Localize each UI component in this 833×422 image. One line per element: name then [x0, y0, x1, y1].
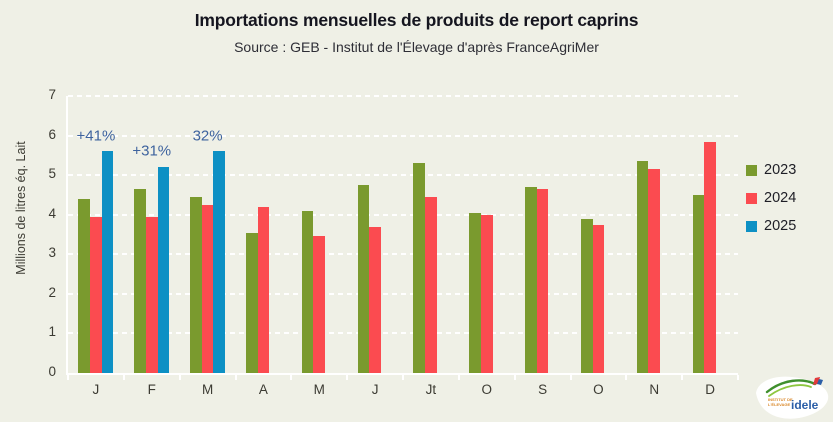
bar-2023-M: [301, 210, 314, 373]
gridline-2: [68, 292, 738, 295]
bar-2023-O: [580, 218, 593, 373]
legend-label: 2024: [764, 190, 797, 206]
gridline-4: [68, 213, 738, 216]
legend-item-2025: 2025: [746, 212, 796, 240]
x-tick-label-month: S: [538, 382, 548, 397]
x-axis-tick: [67, 375, 69, 380]
y-tick-label: 5: [48, 166, 56, 182]
chart-title: Importations mensuelles de produits de r…: [194, 10, 639, 30]
legend-item-2023: 2023: [746, 156, 796, 184]
x-tick-label-month: F: [147, 382, 156, 397]
x-tick-label-month: N: [649, 382, 660, 397]
bar-2024-O: [480, 214, 493, 373]
logo-text-small-2: L'ÉLEVAGE: [768, 402, 791, 407]
logo-flag-blue: [817, 379, 823, 385]
y-tick-label: 2: [48, 284, 56, 300]
bar-2024-M: [313, 236, 326, 373]
x-tick-label-month: O: [593, 382, 604, 397]
gridline-5: [68, 174, 738, 177]
legend-item-2024: 2024: [746, 184, 796, 212]
logo-swoosh-light: [768, 384, 812, 397]
x-axis-tick: [681, 375, 684, 380]
x-tick-label-month: J: [371, 382, 379, 397]
x-tick-label-month: Jt: [425, 382, 437, 397]
bar-2024-N: [648, 169, 661, 373]
bar-2023-O: [469, 212, 481, 373]
x-axis-tick: [737, 375, 739, 380]
y-tick-label: 0: [48, 364, 56, 379]
bar-2023-M: [190, 196, 202, 373]
gridline-7: [68, 95, 738, 97]
x-tick-label-month: D: [705, 382, 715, 397]
bar-2023-F: [134, 188, 146, 373]
bar-2024-A: [257, 206, 270, 373]
y-tick-label: 7: [48, 87, 56, 102]
gridline-6: [68, 134, 738, 137]
y-tick-label: 6: [48, 126, 56, 142]
x-axis-tick: [457, 375, 460, 380]
y-tick-label: 1: [48, 324, 56, 340]
x-tick-label-month: J: [92, 382, 100, 397]
x-axis-tick: [402, 375, 404, 380]
plot-area: 0 1 2 3 4 5 6 7 J F M A M J Jt O S O N D +41% +31% 32%: [48, 87, 738, 397]
x-axis-tick: [569, 375, 572, 380]
x-axis-tick: [290, 375, 293, 380]
bar-2025-M: [213, 151, 226, 373]
idele-logo: INSTITUT DE L'ÉLEVAGE idele: [756, 376, 829, 419]
y-tick-label: 4: [48, 205, 56, 221]
y-axis-line: [66, 96, 68, 375]
bar-2023-S: [525, 187, 537, 373]
bar-2023-Jt: [413, 163, 426, 373]
legend-swatch-2023: [746, 164, 757, 176]
chart-subtitle: Source : GEB - Institut de l'Élevage d'a…: [234, 39, 599, 55]
gridline-1: [68, 332, 738, 335]
x-axis-tick: [625, 375, 628, 380]
annotation-pct: 32%: [192, 127, 223, 145]
annotation-pct: +31%: [132, 142, 172, 160]
bar-2023-J: [357, 185, 370, 373]
x-axis-tick: [346, 375, 349, 380]
bar-2023-D: [692, 194, 705, 373]
bar-2023-N: [636, 161, 649, 373]
logo-swoosh-dark: [765, 379, 817, 394]
legend-label: 2023: [764, 162, 797, 178]
bar-2024-D: [704, 141, 716, 373]
bar-2023-A: [245, 232, 258, 373]
x-tick-label-month: O: [481, 382, 493, 397]
bar-2024-M: [201, 204, 214, 373]
bar-2024-S: [536, 188, 549, 373]
logo-text-small-1: INSTITUT DE: [768, 397, 793, 402]
x-axis-tick: [234, 375, 237, 380]
legend-swatch-2025: [746, 220, 757, 232]
legend: 2023 2024 2025: [746, 156, 796, 240]
gridline-3: [68, 253, 738, 256]
bar-2024-O: [592, 224, 605, 373]
x-axis-line: [66, 373, 738, 375]
x-tick-label-month: M: [201, 382, 214, 397]
bar-2025-J: [101, 151, 114, 373]
bar-2025-F: [157, 167, 170, 373]
bar-2024-J: [90, 216, 102, 373]
y-tick-label: 3: [48, 245, 56, 261]
x-axis-tick: [178, 375, 181, 380]
bar-2023-J: [78, 198, 91, 373]
bar-2024-F: [145, 216, 158, 373]
bar-2024-Jt: [425, 196, 437, 373]
legend-label: 2025: [764, 218, 797, 234]
x-axis-tick: [122, 375, 125, 380]
bar-2024-J: [369, 226, 381, 373]
legend-swatch-2024: [746, 192, 757, 204]
x-tick-label-month: A: [258, 382, 268, 397]
x-axis-tick: [513, 375, 516, 380]
annotation-pct: +41%: [76, 127, 116, 145]
x-tick-label-month: M: [313, 382, 325, 397]
logo-text-main: idele: [791, 398, 819, 412]
